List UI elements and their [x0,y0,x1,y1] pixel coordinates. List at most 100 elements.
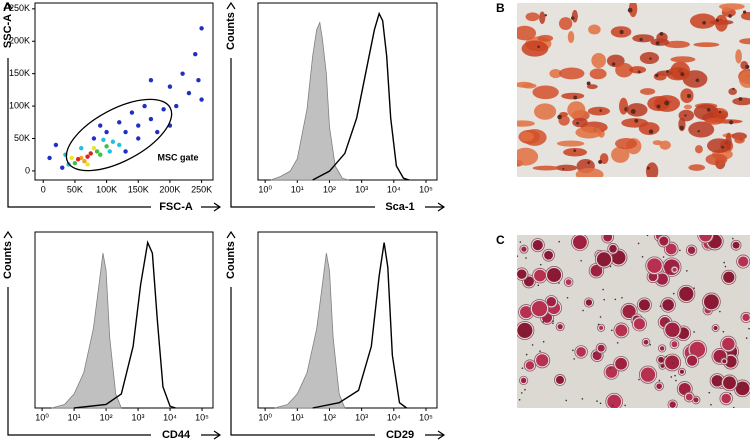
stain-blob [555,164,578,172]
stain-blob [615,138,638,150]
y-axis-title: Counts [225,241,237,279]
debris [659,305,662,307]
stain-dot [562,167,565,170]
y-tick-label: 250K [9,3,30,13]
stain-dot [680,72,685,77]
debris [638,378,640,381]
stain-dot [586,81,591,86]
debris [566,296,569,299]
stain-dot [702,21,706,25]
lipid-core [711,375,723,387]
debris [519,241,522,243]
stain-blob [589,68,607,80]
x-tick-label: 10⁴ [163,412,177,422]
event-dot [136,123,141,128]
lipid-core [546,297,557,307]
debris [572,349,574,352]
lipid-core [585,299,593,306]
stain-blob [664,40,690,49]
stain-blob [532,85,559,100]
debris [539,263,542,266]
lipid-core [557,324,563,330]
plot-frame [257,2,438,181]
stain-blob [735,49,742,64]
stain-blob [618,97,629,115]
event-dot [136,136,141,141]
stain-blob [713,110,729,120]
stain-blob [575,126,603,139]
lipid-core [735,381,750,396]
isotype-histogram [270,21,349,181]
debris [748,327,750,330]
plot-frame [34,231,214,409]
debris [637,242,640,245]
debris [674,334,677,336]
debris [614,298,617,301]
event-dot [75,157,81,162]
event-dot [69,155,74,161]
panel-label: B [496,1,505,15]
stain-blob [732,97,750,106]
x-tick-label: 10² [323,184,336,194]
lipid-core [742,313,750,322]
lipid-core [517,269,527,279]
x-axis-title: Sca-1 [385,201,414,213]
stain-blob [628,3,638,18]
debris [525,257,527,259]
event-dot [60,165,65,170]
stain-blob [670,61,690,80]
lipid-core [603,235,613,242]
stain-blob [517,147,539,166]
x-tick-label: 250K [191,184,212,194]
stain-dot [619,29,624,35]
lipid-core [665,243,677,255]
event-dot [193,52,198,57]
stain-blob [715,14,728,32]
debris [675,379,677,382]
lipid-core [576,347,586,357]
stain-dot [544,14,547,17]
lipid-core [685,393,693,401]
y-tick-label: 200K [9,36,30,46]
debris [710,246,713,248]
debris [542,340,545,343]
debris [573,358,575,360]
x-tick-label: 10⁵ [195,412,209,422]
stain-blob [705,153,728,166]
stain-blob [521,40,549,57]
debris [745,337,748,339]
lipid-core [536,354,549,367]
stain-blob [520,131,534,142]
debris [722,330,725,333]
stain-blob [517,120,535,127]
stain-blob [567,101,586,119]
event-dot [98,123,103,128]
lipid-core [665,355,680,370]
lipid-core [703,294,719,310]
stain-dot [659,31,664,36]
debris [610,329,613,332]
event-dot [91,136,97,141]
stain-dot [627,7,633,13]
stain-blob [525,12,540,22]
stain-blob [680,88,694,103]
event-dot [79,146,84,151]
stain-blob [533,103,557,120]
y-axis-title: SSC-A [2,14,14,48]
debris [596,400,598,402]
event-dot [167,84,173,89]
stain-dot [697,130,700,133]
lipid-core [643,339,649,345]
event-dot [142,103,147,109]
event-dot [199,26,204,31]
debris [686,270,688,272]
stain-blob [728,88,737,95]
x-tick-label: 10⁵ [419,184,433,194]
event-dot [123,129,128,135]
stain-blob [587,106,610,116]
micrograph-b-stain [517,3,750,177]
micrograph-c-stain [517,235,750,408]
stain-blob [688,121,715,138]
arrow-head [226,230,236,239]
